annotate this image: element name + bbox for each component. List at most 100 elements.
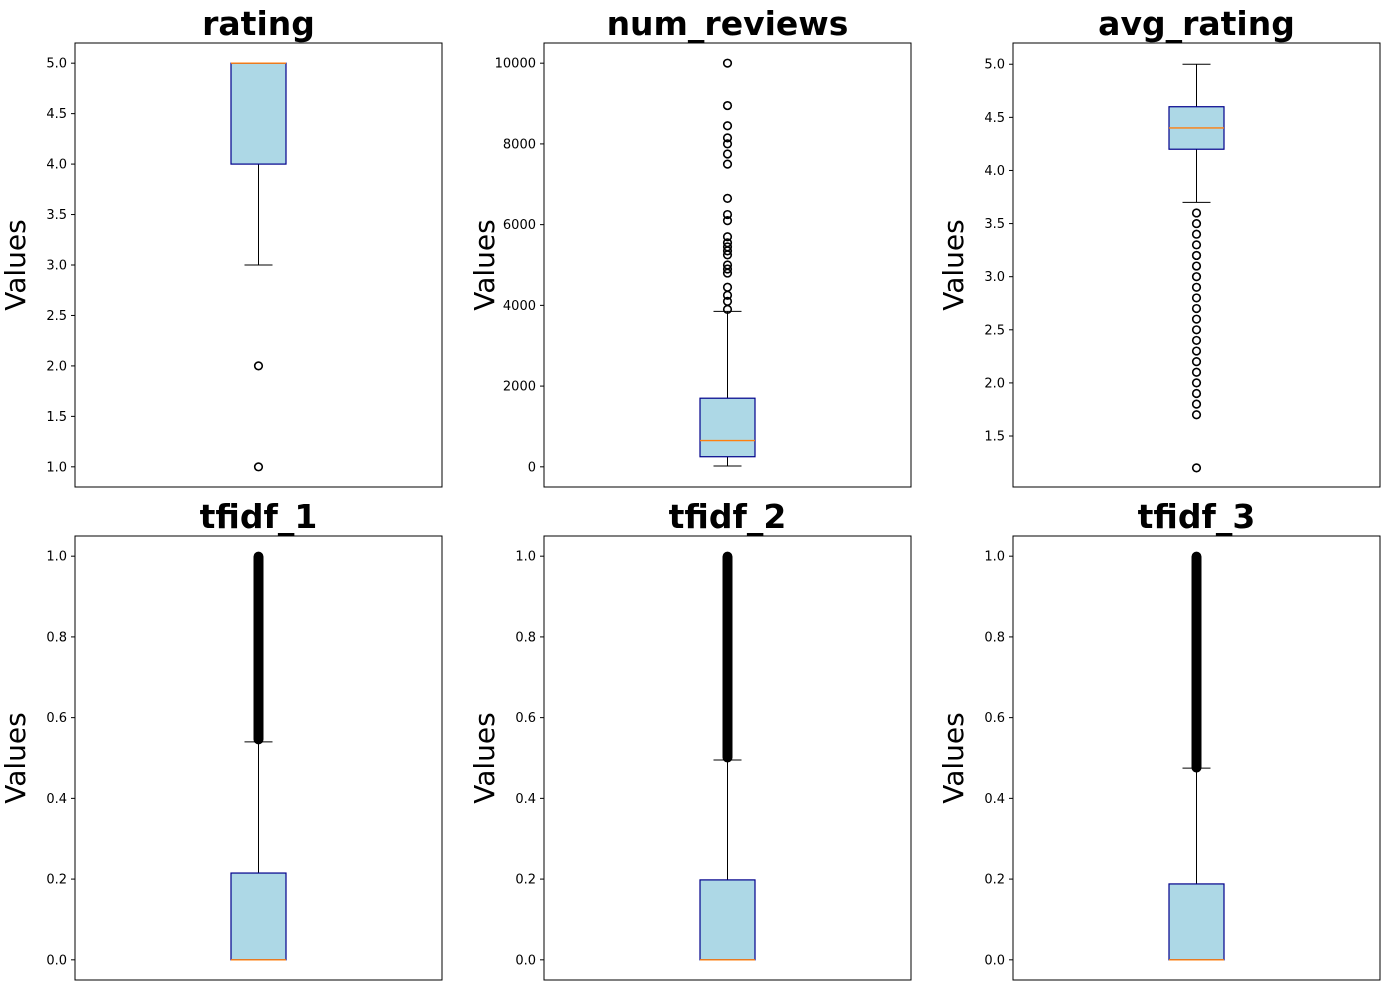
outlier-point [1191,208,1202,218]
outlier-point [722,242,733,252]
plot-frame [1012,42,1381,488]
y-tick-label: 0.2 [984,873,1005,888]
outlier-point [1191,463,1202,473]
y-tick-label: 1.0 [46,550,67,565]
y-tick-label: 0.4 [515,792,536,807]
chart-title: num_reviews [607,4,849,43]
y-tick-label: 4.0 [46,158,67,173]
y-tick-label: 6000 [503,218,536,233]
outlier-point [722,282,733,292]
outlier-point [722,149,733,159]
outlier-point [722,296,733,306]
y-tick-label: 0.6 [984,711,1005,726]
y-tick-label: 5.0 [984,58,1005,73]
y-tick-label: 1.0 [984,550,1005,565]
outlier-band [1191,551,1202,773]
y-tick-label: 2.5 [46,309,67,324]
y-tick-label: 0.2 [515,873,536,888]
y-tick-label: 4.0 [984,164,1005,179]
outlier-point [722,121,733,131]
y-tick-label: 0.8 [515,630,536,645]
y-tick-label: 0.0 [46,953,67,968]
iqr-box [699,879,756,961]
y-tick-label: 3.5 [984,217,1005,232]
outlier-point [1191,410,1202,420]
y-tick-label: 4.5 [984,111,1005,126]
chart-title: tfidf_3 [1138,497,1256,536]
y-tick-label: 1.5 [46,410,67,425]
y-tick-label: 0.6 [515,711,536,726]
y-tick-label: 8000 [503,137,536,152]
chart-title: tfidf_1 [200,497,318,536]
iqr-box [1168,883,1225,961]
y-axis-label: Values [0,712,32,803]
y-axis-label: Values [468,712,501,803]
outlier-point [722,238,733,248]
outlier-point [1191,250,1202,261]
y-tick-label: 4000 [503,299,536,314]
y-axis-label: Values [937,219,970,310]
outlier-point [722,193,733,203]
y-tick-label: 0.6 [46,711,67,726]
outlier-point [1191,367,1202,377]
plot-frame [543,42,912,488]
outlier-point [1191,293,1202,303]
outlier-point [722,100,733,111]
y-tick-label: 2.0 [984,376,1005,391]
plot-frame [543,535,912,981]
y-tick-label: 3.0 [46,259,67,274]
chart-title: avg_rating [1098,4,1295,43]
y-axis-label: Values [0,219,32,310]
y-tick-label: 1.0 [515,550,536,565]
outlier-point [253,462,264,472]
outlier-point [1191,218,1202,229]
outlier-band [253,551,264,745]
y-tick-label: 10000 [495,57,536,72]
y-tick-label: 2000 [503,380,536,395]
iqr-box [230,62,287,165]
plot-frame [1012,535,1381,981]
outlier-point [1191,335,1202,346]
outlier-point [722,159,733,169]
y-tick-label: 0.8 [984,630,1005,645]
y-tick-label: 3.5 [46,208,67,223]
y-tick-label: 0.0 [515,953,536,968]
plot-frame [74,535,443,981]
iqr-box [230,872,287,961]
y-tick-label: 0 [528,460,536,475]
y-tick-label: 1.5 [984,430,1005,445]
y-tick-label: 5.0 [46,57,67,72]
outlier-point [1191,303,1202,314]
outlier-point [1191,272,1202,282]
y-tick-label: 3.0 [984,270,1005,285]
panel-tfidf_3: tfidf_3 Values 0.0 0.2 0.4 0.6 0.8 1.0 [937,497,1381,981]
y-tick-label: 2.5 [984,323,1005,338]
panel-avg_rating: avg_rating Values 1.5 2.0 2.5 3.0 3.5 4.0 4.5 5.0 [937,4,1381,488]
outlier-point [1191,314,1202,324]
y-tick-label: 0.4 [46,792,67,807]
panel-tfidf_2: tfidf_2 Values 0.0 0.2 0.4 0.6 0.8 1.0 [468,497,912,981]
chart-title: tfidf_2 [669,497,787,536]
outlier-point [1191,357,1202,367]
y-tick-label: 1.0 [46,460,67,475]
y-tick-label: 0.0 [984,953,1005,968]
outlier-point [722,133,733,143]
outlier-point [1191,282,1202,292]
outlier-band [722,551,733,763]
y-axis-label: Values [937,712,970,803]
outlier-point [1191,261,1202,271]
outlier-point [1191,229,1202,239]
panel-rating: rating Values 1.0 1.5 2.0 2.5 3.0 3.5 4.0 4.5 5.0 [0,4,443,488]
outlier-point [722,260,733,270]
outlier-point [722,264,733,274]
plot-frame [74,42,443,488]
iqr-box [699,397,756,458]
outlier-point [1191,325,1202,335]
y-tick-label: 2.0 [46,359,67,374]
chart-title: rating [202,4,315,43]
outlier-point [1191,240,1202,250]
outlier-point [722,58,733,68]
y-tick-label: 0.4 [984,792,1005,807]
outlier-point [1191,399,1202,409]
